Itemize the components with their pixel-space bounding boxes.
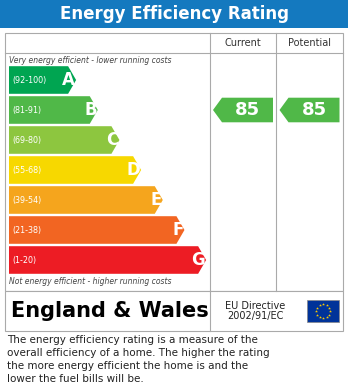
Polygon shape: [9, 216, 184, 244]
Text: A: A: [62, 71, 75, 89]
Text: (81-91): (81-91): [12, 106, 41, 115]
Polygon shape: [279, 98, 340, 122]
Text: Potential: Potential: [288, 38, 331, 48]
Bar: [5, 33, 343, 291]
Text: 85: 85: [301, 101, 326, 119]
Polygon shape: [213, 98, 273, 122]
Text: 85: 85: [235, 101, 260, 119]
Text: B: B: [84, 101, 97, 119]
Polygon shape: [9, 156, 141, 184]
Text: (1-20): (1-20): [12, 255, 36, 264]
Text: Not energy efficient - higher running costs: Not energy efficient - higher running co…: [9, 277, 172, 286]
Text: F: F: [172, 221, 183, 239]
Text: (69-80): (69-80): [12, 136, 41, 145]
Polygon shape: [9, 66, 76, 94]
Text: overall efficiency of a home. The higher the rating: overall efficiency of a home. The higher…: [7, 348, 270, 358]
Bar: [0, 0, 348, 28]
Text: (92-100): (92-100): [12, 75, 46, 84]
Polygon shape: [9, 246, 206, 274]
Text: C: C: [106, 131, 118, 149]
Text: EU Directive: EU Directive: [225, 301, 285, 311]
Polygon shape: [9, 96, 98, 124]
Bar: [307, 300, 339, 322]
Text: the more energy efficient the home is and the: the more energy efficient the home is an…: [7, 361, 248, 371]
Text: lower the fuel bills will be.: lower the fuel bills will be.: [7, 374, 144, 384]
Text: E: E: [150, 191, 162, 209]
Text: The energy efficiency rating is a measure of the: The energy efficiency rating is a measur…: [7, 335, 258, 345]
Polygon shape: [9, 126, 119, 154]
Text: Energy Efficiency Rating: Energy Efficiency Rating: [60, 5, 288, 23]
Text: G: G: [191, 251, 205, 269]
Bar: [5, 291, 343, 331]
Text: (55-68): (55-68): [12, 165, 41, 174]
Text: (21-38): (21-38): [12, 226, 41, 235]
Text: (39-54): (39-54): [12, 196, 41, 204]
Text: D: D: [126, 161, 140, 179]
Text: 2002/91/EC: 2002/91/EC: [227, 311, 283, 321]
Text: England & Wales: England & Wales: [11, 301, 209, 321]
Text: Very energy efficient - lower running costs: Very energy efficient - lower running co…: [9, 56, 172, 65]
Polygon shape: [9, 186, 163, 214]
Text: Current: Current: [224, 38, 261, 48]
